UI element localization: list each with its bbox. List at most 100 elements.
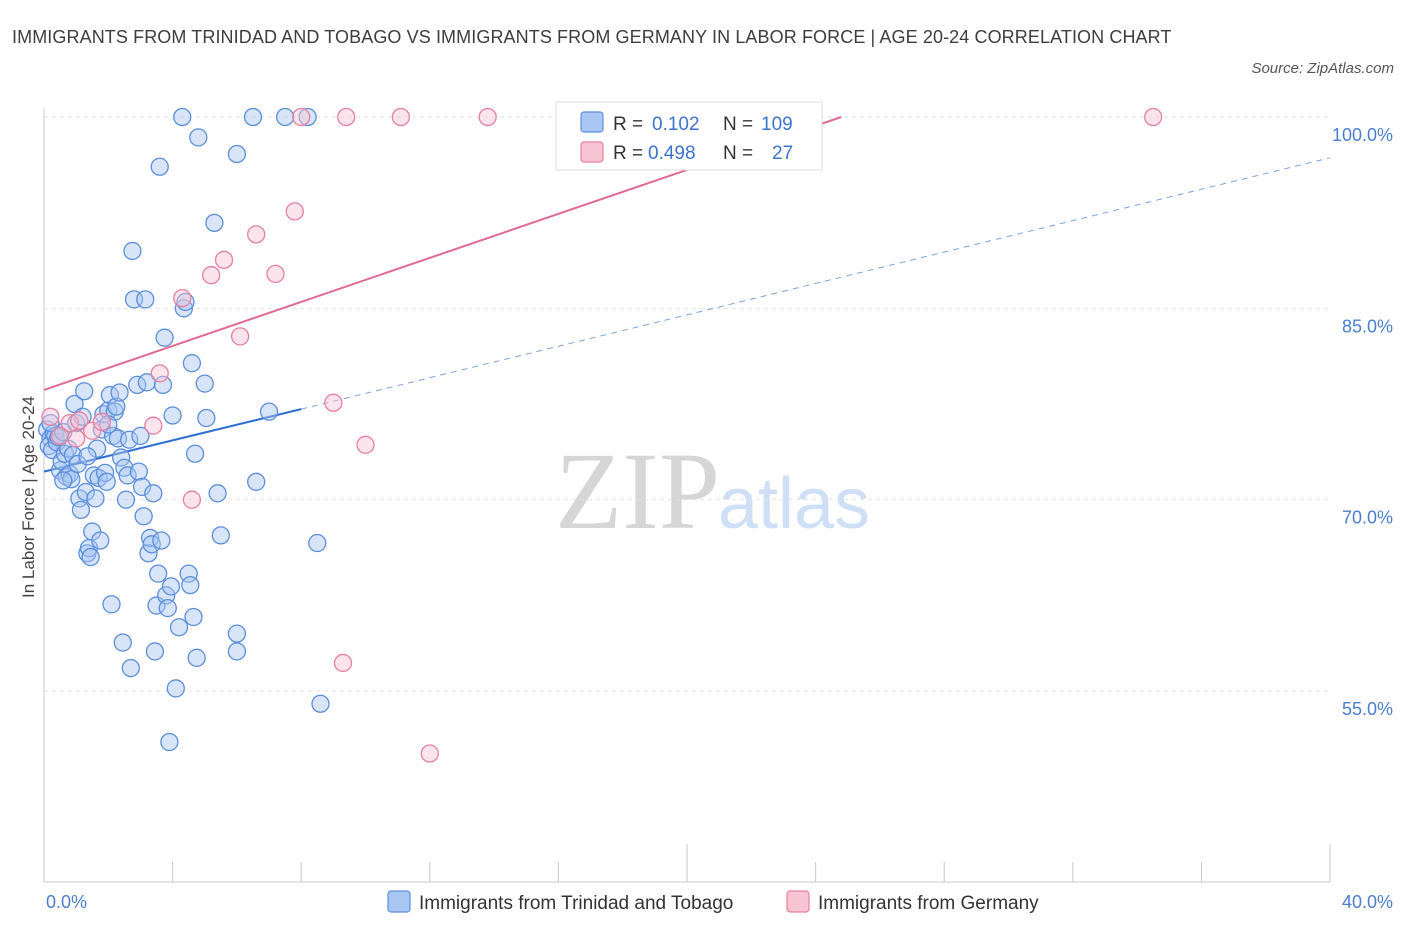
- trinidad-point-90: [195, 374, 214, 393]
- trend-line-trinidad: [43, 408, 302, 473]
- trinidad-point-64: [142, 535, 161, 554]
- trinidad-point-46: [112, 448, 131, 467]
- legend-swatch-germany: [580, 141, 604, 163]
- trinidad-point-37: [97, 472, 116, 491]
- correlation-legend: R = 0.102 N = 109 R = 0.498 N = 27: [555, 101, 823, 171]
- trinidad-point-49: [116, 490, 136, 509]
- trinidad-point-43: [107, 397, 126, 416]
- germany-point-19: [333, 653, 353, 673]
- gridlines: [44, 116, 1330, 692]
- trinidad-point-105: [41, 413, 60, 433]
- germany-point-3: [67, 429, 86, 448]
- germany-point-23: [420, 744, 439, 763]
- y-tick-label-100: 100.0%: [1332, 125, 1393, 145]
- legend-item-germany-swatch: [786, 890, 810, 913]
- trinidad-point-80: [173, 107, 192, 127]
- trinidad-point-71: [153, 375, 173, 395]
- trinidad-point-51: [120, 430, 139, 449]
- trinidad-point-76: [161, 577, 181, 596]
- trinidad-point-91: [197, 408, 216, 428]
- trinidad-point-19: [68, 454, 87, 474]
- trinidad-point-104: [311, 694, 330, 713]
- trinidad-point-84: [181, 575, 200, 595]
- trinidad-point-100: [259, 402, 279, 421]
- trinidad-point-102: [298, 107, 317, 127]
- trinidad-point-63: [140, 528, 160, 548]
- axes: [43, 108, 1331, 883]
- trinidad-point-68: [148, 564, 168, 583]
- trinidad-point-52: [121, 658, 140, 678]
- trinidad-point-24: [76, 482, 95, 502]
- legend-n-value-1: 109: [761, 114, 793, 135]
- trinidad-point-40: [102, 595, 121, 614]
- y-axis-label: In Labor Force | Age 20-24: [19, 396, 38, 598]
- trinidad-point-106: [78, 447, 97, 466]
- series-trinidad-points: [38, 107, 330, 752]
- trinidad-point-95: [227, 144, 247, 164]
- legend-n-label-2: N =: [723, 143, 753, 164]
- germany-point-11: [202, 266, 221, 285]
- germany-point-28: [1144, 107, 1163, 127]
- trinidad-point-75: [160, 732, 179, 752]
- trinidad-point-88: [187, 648, 206, 667]
- germany-point-22: [391, 107, 411, 127]
- germany-point-8: [150, 364, 169, 383]
- germany-point-16: [285, 202, 304, 221]
- legend-r-value-1: 0.102: [652, 114, 700, 135]
- trinidad-point-33: [91, 531, 110, 550]
- trinidad-point-57: [131, 426, 150, 446]
- trinidad-point-45: [110, 383, 129, 402]
- trinidad-point-83: [179, 564, 198, 583]
- trinidad-point-65: [144, 484, 163, 503]
- trinidad-point-30: [86, 489, 105, 508]
- trinidad-point-96: [227, 624, 247, 643]
- germany-point-21: [356, 435, 375, 454]
- germany-point-24: [478, 107, 497, 127]
- legend-item-trinidad: Immigrants from Trinidad and Tobago: [419, 893, 733, 914]
- germany-point-0: [41, 407, 60, 426]
- germany-point-7: [144, 416, 163, 435]
- trinidad-point-59: [134, 507, 153, 526]
- trinidad-point-92: [205, 213, 224, 233]
- germany-point-6: [92, 412, 112, 432]
- x-tick-label-max: 40.0%: [1342, 892, 1393, 912]
- y-tick-label-85: 85.0%: [1342, 316, 1393, 336]
- germany-point-10: [182, 490, 202, 509]
- trinidad-point-53: [123, 241, 142, 261]
- legend-r-label-2: R =: [613, 143, 643, 164]
- trinidad-point-89: [189, 128, 208, 147]
- trinidad-point-87: [185, 444, 205, 463]
- trinidad-point-74: [158, 598, 177, 618]
- trinidad-point-70: [152, 531, 171, 550]
- trinidad-point-60: [136, 290, 155, 309]
- trinidad-point-78: [166, 679, 185, 698]
- trinidad-point-66: [145, 642, 165, 661]
- legend-r-label-1: R =: [613, 114, 643, 135]
- watermark-atlas: atlas: [718, 464, 870, 544]
- trinidad-point-107: [54, 471, 73, 490]
- germany-point-4: [70, 411, 89, 430]
- y-tick-labels: 55.0% 70.0% 85.0% 100.0%: [1332, 125, 1393, 719]
- trinidad-point-27: [81, 547, 100, 567]
- trinidad-point-31: [87, 439, 107, 458]
- trinidad-point-103: [308, 533, 327, 553]
- trinidad-point-99: [247, 472, 266, 491]
- trinidad-point-21: [71, 500, 91, 520]
- x-tick-label-min: 0.0%: [46, 892, 87, 912]
- y-tick-label-55: 55.0%: [1342, 699, 1393, 719]
- trinidad-point-94: [211, 526, 230, 545]
- germany-point-20: [337, 107, 356, 127]
- germany-point-9: [173, 288, 192, 308]
- chart-title: IMMIGRANTS FROM TRINIDAD AND TOBAGO VS I…: [12, 27, 1172, 47]
- series-legend: Immigrants from Trinidad and Tobago Immi…: [387, 890, 1039, 914]
- y-tick-label-70: 70.0%: [1342, 508, 1393, 528]
- trinidad-point-97: [227, 642, 247, 661]
- germany-point-15: [266, 264, 285, 284]
- trinidad-point-86: [184, 607, 203, 627]
- trinidad-point-23: [75, 382, 94, 401]
- trinidad-point-58: [132, 477, 152, 497]
- trinidad-point-72: [155, 328, 174, 347]
- trinidad-point-47: [113, 633, 132, 652]
- trinidad-point-93: [208, 484, 227, 503]
